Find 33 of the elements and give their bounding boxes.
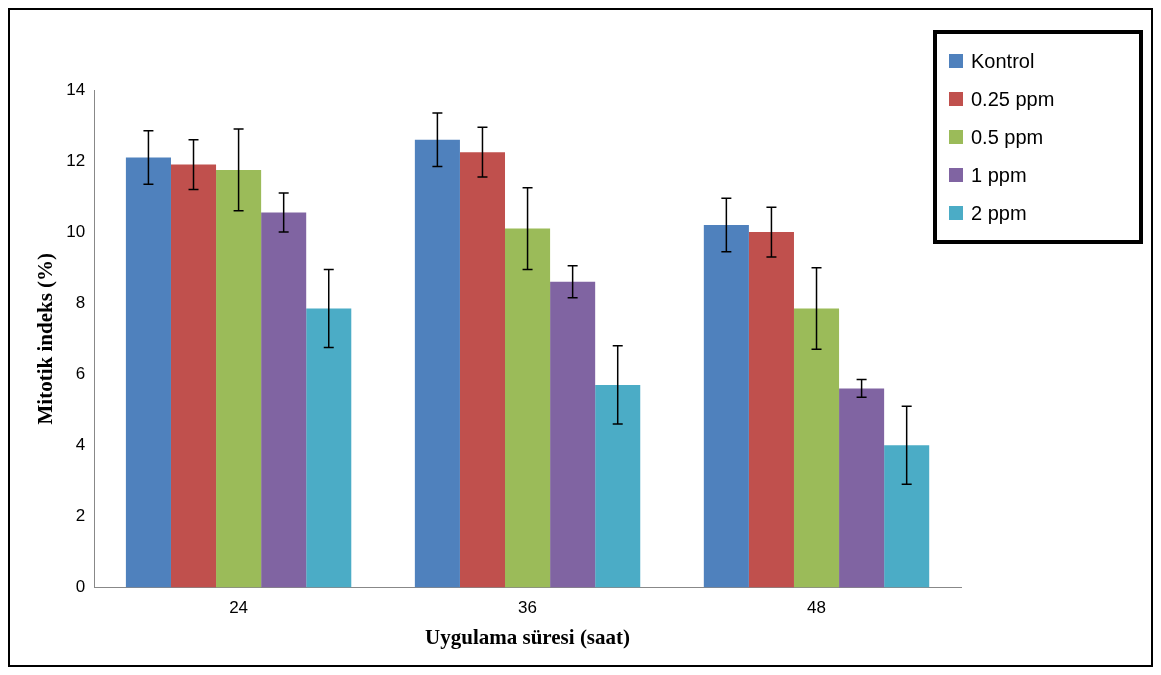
bar bbox=[884, 445, 930, 588]
bar bbox=[216, 169, 262, 588]
x-axis-title: Uygulama süresi (saat) bbox=[425, 624, 631, 649]
x-tick-label: 24 bbox=[229, 598, 249, 618]
bar bbox=[748, 232, 794, 588]
legend-label: 0.25 ppm bbox=[971, 87, 1055, 112]
y-tick-label: 4 bbox=[75, 434, 86, 454]
y-tick-label: 12 bbox=[66, 150, 86, 170]
legend-label: 1 ppm bbox=[971, 163, 1027, 188]
y-tick-label: 0 bbox=[75, 577, 86, 597]
bar bbox=[170, 164, 217, 588]
legend-label: Kontrol bbox=[971, 49, 1035, 74]
bar bbox=[505, 228, 551, 588]
x-tick-label: 36 bbox=[518, 598, 538, 618]
y-tick-label: 6 bbox=[75, 363, 86, 383]
bar bbox=[793, 308, 840, 588]
bar bbox=[595, 384, 641, 588]
y-axis-title: Mitotik indeks (%) bbox=[33, 252, 58, 425]
y-tick-label: 14 bbox=[66, 79, 86, 99]
x-tick-label: 48 bbox=[807, 598, 826, 618]
bar bbox=[839, 388, 885, 588]
bar bbox=[414, 139, 460, 588]
bar bbox=[550, 281, 596, 588]
bar bbox=[703, 225, 749, 588]
bar bbox=[261, 212, 307, 588]
y-tick-label: 8 bbox=[75, 292, 86, 312]
y-tick-label: 2 bbox=[75, 506, 86, 526]
legend-label: 2 ppm bbox=[971, 201, 1027, 226]
y-tick-label: 10 bbox=[66, 221, 86, 241]
bar bbox=[125, 157, 171, 588]
bar bbox=[459, 152, 506, 588]
bar bbox=[306, 308, 352, 588]
legend-label: 0.5 ppm bbox=[971, 125, 1044, 150]
